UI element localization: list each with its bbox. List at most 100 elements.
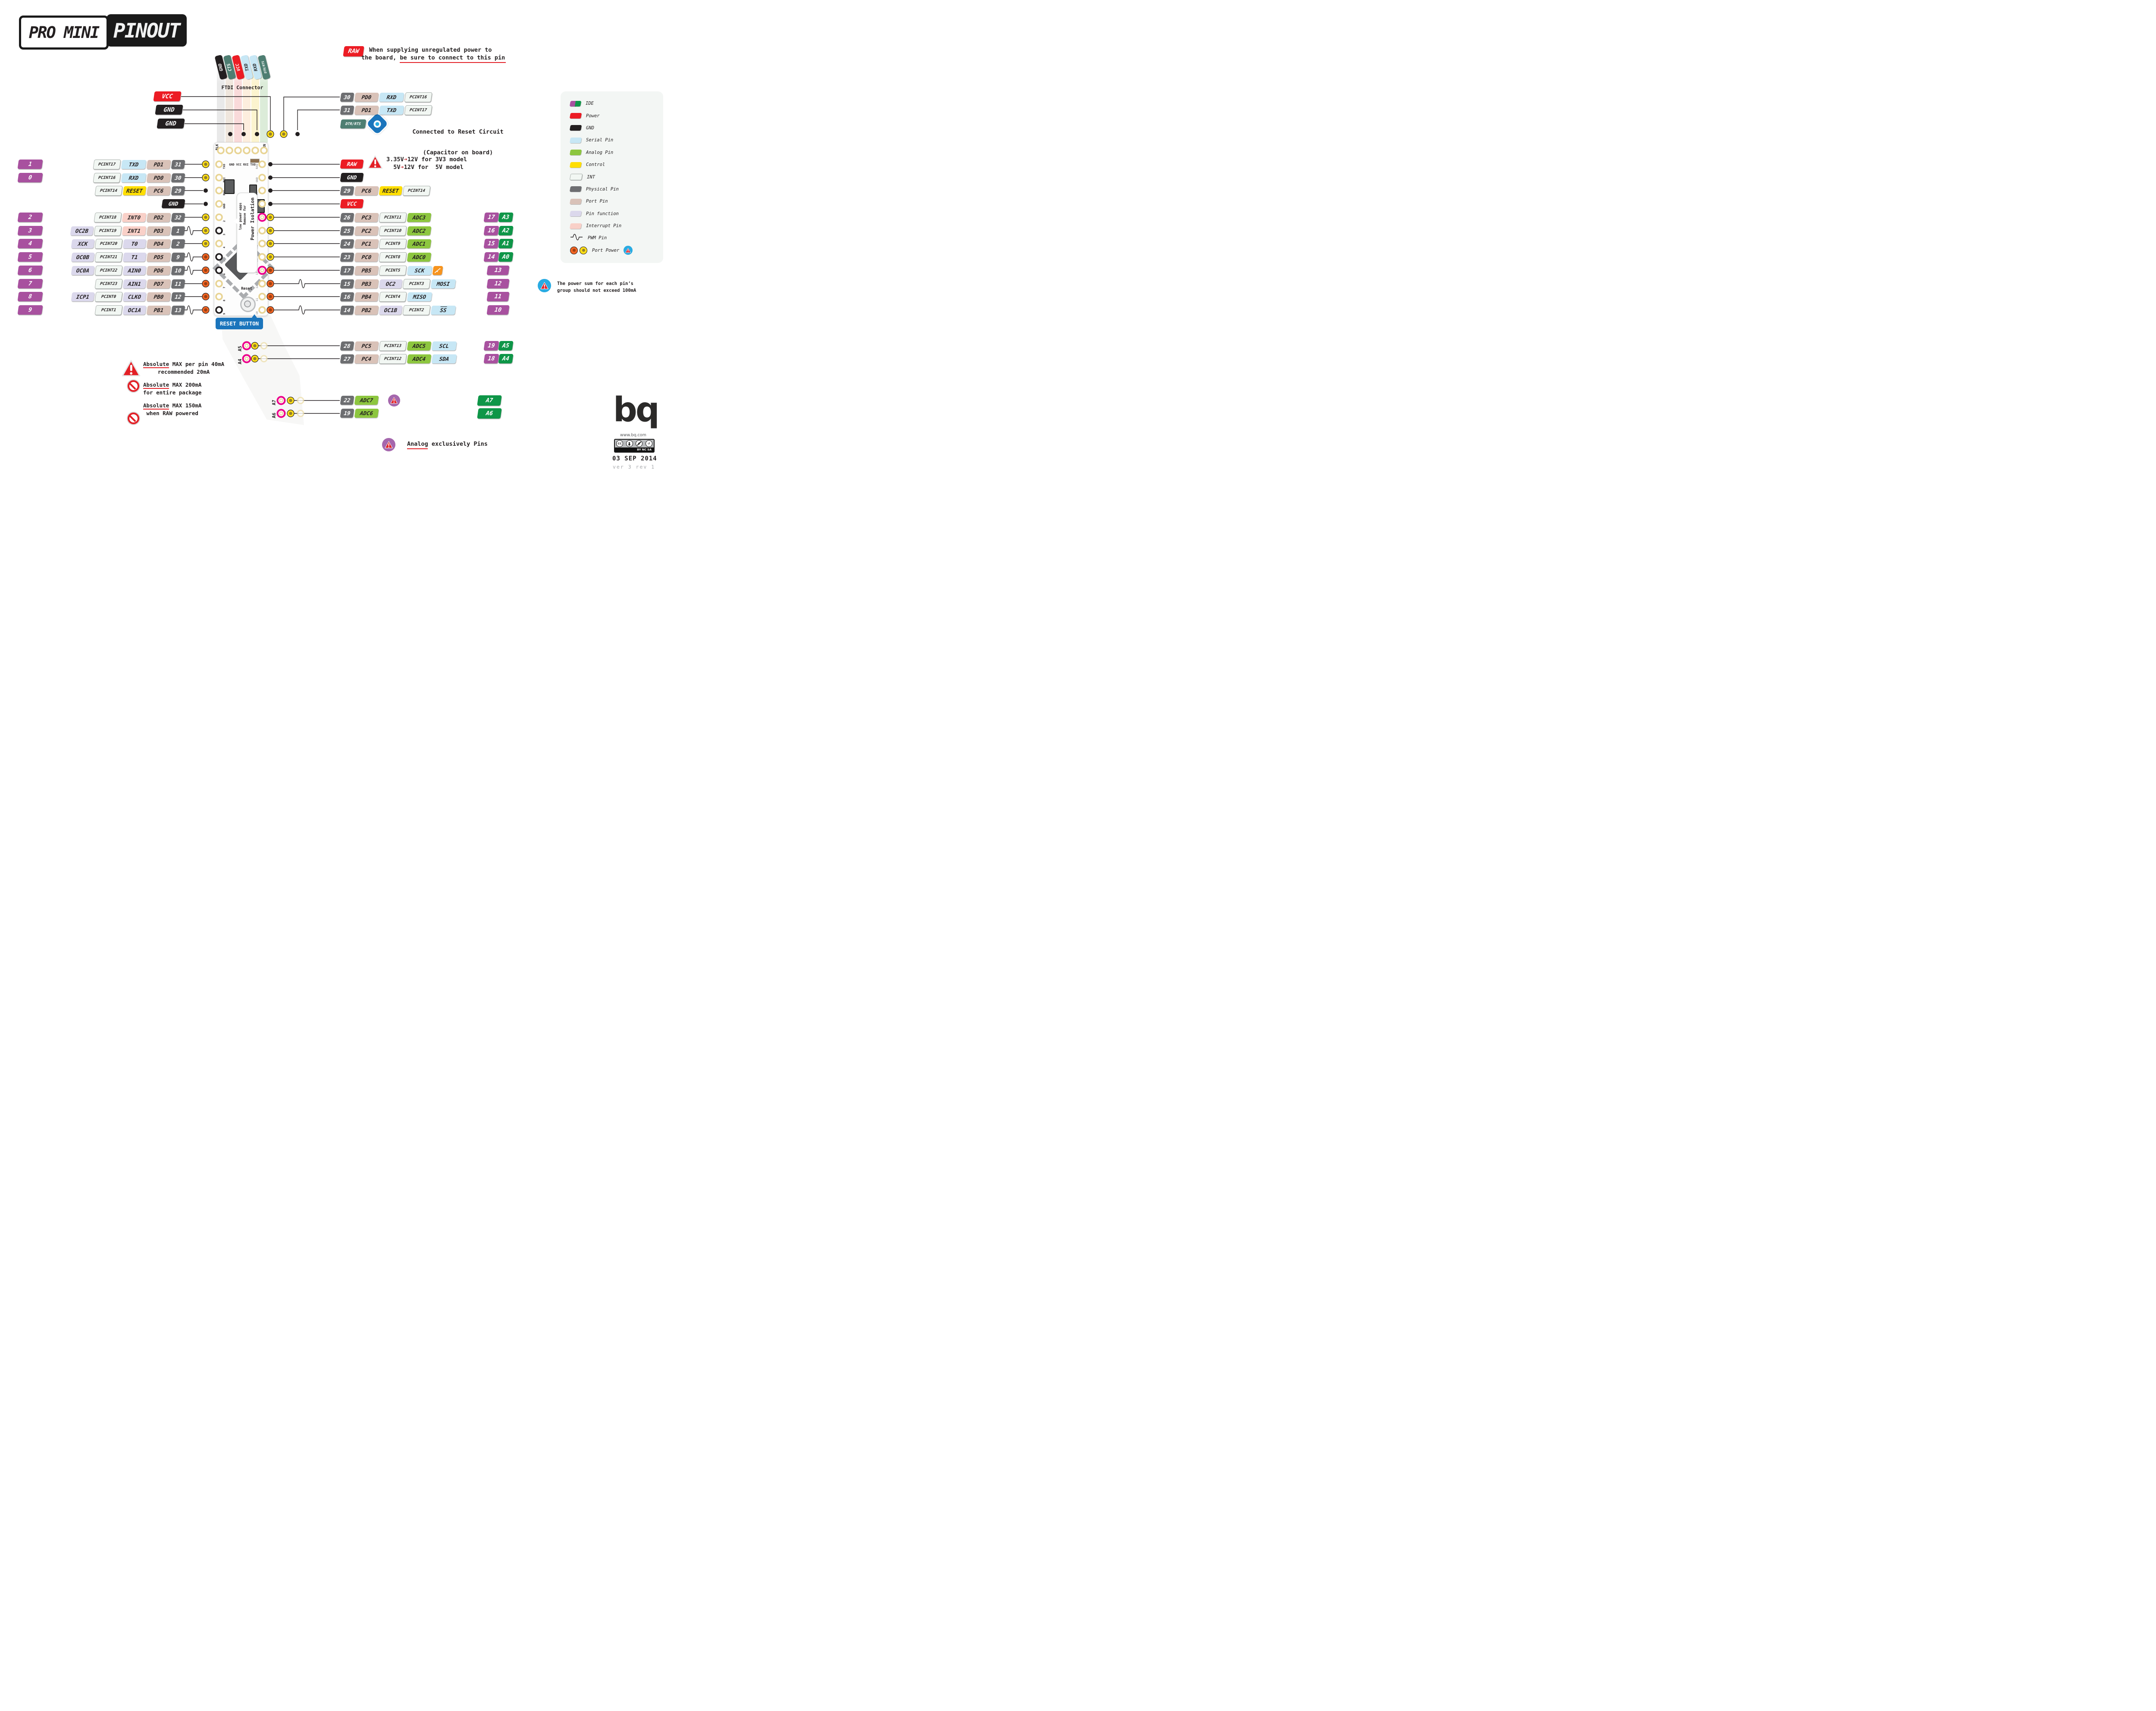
pin-tag-reset: RESET: [379, 186, 403, 195]
serial-row-31: 31 PD1 TXD PCINT17: [340, 105, 432, 115]
pin-tag-adc4: ADC4: [407, 354, 432, 363]
ext-label-a4: A4: [238, 359, 243, 364]
pin-tag-dtr/rts: DTR/RTS: [340, 119, 367, 128]
pin-tag-label: RXD: [128, 175, 139, 181]
pin-tag-label: PC5: [361, 343, 372, 349]
pin-tag-label: T0: [131, 241, 138, 247]
pin-tag-label: INT1: [127, 228, 141, 234]
pin-tag-pb2: PB2: [354, 306, 379, 315]
pin-tag-label: 13: [174, 307, 182, 313]
pin-tag-txd: TXD: [121, 160, 147, 169]
legend-label: PWM Pin: [588, 235, 607, 241]
ide-badge-group: 12: [486, 279, 510, 288]
pin-tag-label: ADC6: [359, 410, 374, 416]
pin-tag-29: 29: [171, 186, 185, 195]
left-pin-row-GND: GND: [34, 199, 185, 208]
pin-tag-label: PCINT16: [409, 95, 427, 100]
reset-button-cap[interactable]: [244, 300, 251, 307]
pin-tag-9: 9: [171, 253, 185, 262]
pin-tag-label: AIN0: [127, 267, 142, 274]
pin-tag-pcint8: PCINT8: [379, 252, 407, 262]
pin-tag-pcint2: PCINT2: [402, 305, 431, 315]
pin-tag-pd1: PD1: [354, 106, 379, 115]
power-sum-line1: The power sum for each pin’s: [557, 281, 634, 286]
pin-tag-pcint4: PCINT4: [379, 292, 407, 302]
pin-tag-icp1: ICP1: [71, 292, 95, 301]
pin-tag-pd6: PD6: [146, 266, 171, 275]
supply-label-gnd-1: GND: [155, 105, 183, 115]
board-hole-label-3: 3: [222, 234, 226, 235]
right-pin-row-23: 23 PC0 PCINT8 ADC0: [340, 252, 432, 262]
pin-tag-label: PB1: [153, 307, 164, 313]
analog-badge-a7: A7: [477, 395, 502, 406]
analog-badge-a6: A6: [477, 408, 502, 419]
pin-tag-label: MISO: [412, 294, 427, 300]
pin-tag-sda: SDA: [431, 354, 457, 363]
analog-badge-a3: A3: [498, 213, 514, 222]
pin-tag-label: PCINT13: [384, 344, 402, 348]
right-pin-row-16: 16 PB4 PCINT4 MISO: [340, 292, 432, 302]
pin-tag-label: CLKO: [127, 294, 142, 300]
left-pin-row-12: ICP1 PCINT0 CLKO PB0 12: [34, 292, 185, 302]
cc-license-badge: CC € ↺ BY NC SA: [614, 439, 655, 453]
pin-tag-label: PD6: [153, 267, 164, 274]
pin-tag-label: PCINT14: [407, 188, 426, 193]
ftdi-tag-label: CTS: [226, 63, 233, 72]
pin-tag-pcint9: PCINT9: [379, 239, 407, 249]
pin-tag-label: VCC: [346, 200, 357, 207]
cc-icon: CC: [616, 440, 624, 447]
pin-tag-pb1: PB1: [146, 306, 171, 315]
pin-tag-label: PC6: [153, 188, 164, 194]
pin-tag-pcint18: PCINT18: [94, 213, 122, 222]
pin-tag-adc5: ADC5: [407, 341, 432, 350]
pin-tag-label: GND: [168, 200, 179, 207]
pin-tag-30: 30: [340, 93, 354, 102]
board-hole-label-txo: TXO: [222, 164, 226, 169]
pin-tag-raw: RAW: [340, 160, 364, 169]
cc-strip-text: BY NC SA: [615, 447, 654, 452]
ide-badge-18: 18: [483, 354, 499, 363]
footer-date: 03 SEP 2014: [612, 455, 657, 462]
pin-tag-16: 16: [340, 292, 354, 301]
legend-item-phys: Physical Pin: [569, 183, 663, 195]
pin-tag-pc0: PC0: [354, 253, 379, 262]
pin-tag-label: ADC0: [412, 254, 426, 260]
reset-button[interactable]: [240, 297, 256, 312]
pin-tag-23: 23: [340, 253, 354, 262]
board-component-resistor: [250, 159, 260, 163]
left-pin-row-2: XCK PCINT20 T0 PD4 2: [34, 239, 185, 249]
pin-tag-label: SS: [439, 307, 447, 313]
dot: [572, 249, 576, 252]
ext-label-a7: A7: [272, 400, 277, 405]
warning-line1: Absolute MAX 200mA: [143, 382, 202, 388]
footer-version: ver 3 rev 1: [613, 464, 655, 470]
eye-icon: [366, 113, 389, 135]
left-pin-row-9: OC0B PCINT21 T1 PD5 9: [34, 252, 185, 262]
bq-url[interactable]: www.bq.com: [620, 433, 646, 438]
pin-tag-label: INT0: [127, 214, 141, 221]
pin-tag-29: 29: [340, 186, 354, 195]
pin-tag-label: DTR/RTS: [345, 122, 361, 126]
legend-item-int: INT: [569, 171, 663, 183]
pin-tag-2: 2: [171, 239, 185, 248]
pin-tag-label: ICP1: [75, 294, 90, 300]
ide-badge-group: 11: [486, 292, 510, 301]
ide-badge-group: 17 A3: [483, 213, 514, 222]
analog-badge-a5: A5: [498, 341, 514, 350]
pin-tag-txd: TXD: [379, 106, 404, 115]
pin-tag-label: ADC4: [412, 356, 426, 362]
pin-tag-17: 17: [340, 266, 354, 275]
pin-tag-pcint1: PCINT1: [94, 305, 123, 315]
pin-tag-t1: T1: [122, 253, 147, 262]
pin-tag-pd0: PD0: [146, 173, 171, 182]
red-arrow: ➔: [400, 164, 404, 171]
ide-badge-17: 17: [483, 213, 499, 222]
pin-tag-label: PCINT3: [409, 282, 424, 286]
warning-line2: recommended 20mA: [157, 369, 210, 375]
legend-label: Port Power: [592, 247, 620, 253]
pin-tag-label: 9: [176, 254, 180, 260]
pin-tag-oc0a: OC0A: [71, 266, 95, 275]
ide-badge-group: 16 A2: [483, 226, 514, 235]
legend-label: Control: [586, 162, 605, 168]
pin-tag-label: 17: [343, 267, 351, 274]
